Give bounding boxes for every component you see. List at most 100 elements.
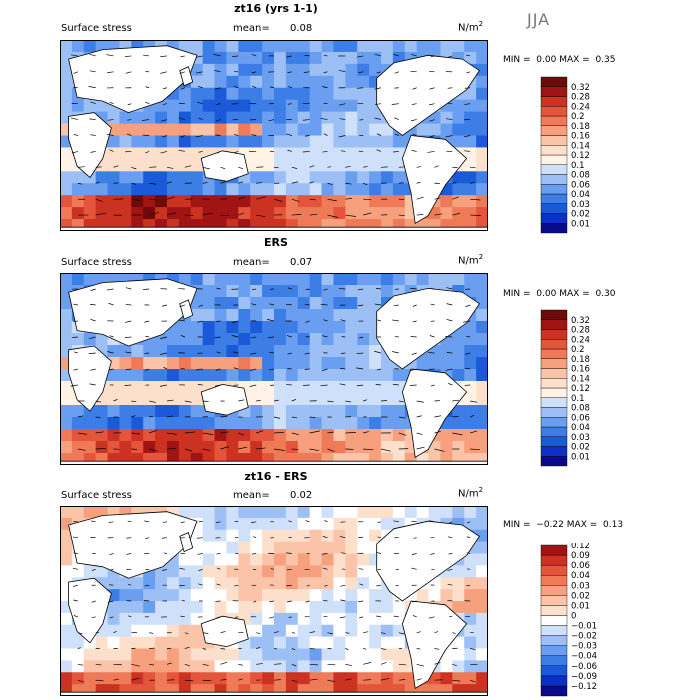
stress-cell <box>428 589 442 602</box>
stress-cell <box>178 321 192 334</box>
stress-cell <box>143 357 156 370</box>
vector-arrow <box>323 71 328 73</box>
stress-cell <box>83 672 97 685</box>
vector-arrow <box>232 320 239 324</box>
stress-cell <box>392 171 406 184</box>
stress-cell <box>262 147 275 160</box>
stress-cell <box>476 624 488 638</box>
stress-cell <box>214 40 228 53</box>
stress-cell <box>309 541 323 555</box>
stress-cell <box>190 441 204 454</box>
vector-arrow <box>216 567 221 570</box>
stress-cell <box>357 672 370 685</box>
stress-cell <box>250 672 263 685</box>
stress-cell <box>202 285 216 298</box>
vector-arrow <box>356 87 364 89</box>
stress-cell <box>392 660 406 673</box>
stress-cell <box>262 529 275 543</box>
vector-arrow <box>411 352 417 356</box>
colorbar-tick-label: −0.03 <box>571 642 597 652</box>
stress-cell <box>285 405 299 418</box>
stress-cell <box>297 357 311 370</box>
stress-cell <box>202 660 216 673</box>
vector-arrow <box>429 103 435 106</box>
stress-cell <box>428 207 442 220</box>
stress-cell <box>119 207 132 220</box>
stress-cell <box>155 171 168 184</box>
colorbar-swatch <box>540 86 568 97</box>
stress-cell <box>476 99 488 113</box>
stress-cell <box>274 624 287 638</box>
stress-cell <box>131 393 144 406</box>
vector-arrow <box>327 198 337 202</box>
stress-cell <box>428 273 442 286</box>
vector-arrow <box>429 135 435 138</box>
stress-cell <box>321 51 335 65</box>
stress-cell <box>250 147 263 160</box>
stress-cell <box>190 429 204 442</box>
stress-cell <box>143 171 156 184</box>
stress-cell <box>321 297 335 310</box>
stress-cell <box>226 123 239 137</box>
stress-cell <box>297 195 311 208</box>
stress-cell <box>155 207 168 220</box>
stress-cell <box>107 195 121 208</box>
stress-cell <box>321 684 335 696</box>
stress-cell <box>107 577 121 590</box>
stress-cell <box>71 195 85 208</box>
stress-cell <box>321 541 335 555</box>
stress-cell <box>476 405 488 418</box>
stress-cell <box>262 309 275 322</box>
vector-arrow <box>416 415 422 418</box>
stress-cell <box>381 381 394 394</box>
stress-cell <box>131 159 144 172</box>
stress-cell <box>250 285 263 298</box>
stress-cell <box>60 624 73 638</box>
stress-cell <box>143 405 156 418</box>
stress-cell <box>274 135 287 149</box>
map-frame <box>60 273 488 465</box>
stress-cell <box>285 429 299 442</box>
stress-cell <box>250 333 263 346</box>
stress-cell <box>119 589 132 602</box>
stress-cell <box>345 219 358 231</box>
vector-arrow <box>95 448 106 450</box>
stress-cell <box>309 624 323 638</box>
stress-cell <box>274 565 287 578</box>
stress-cell <box>238 506 251 519</box>
vector-arrow <box>363 631 369 634</box>
vector-arrow <box>90 151 96 153</box>
colorbar-tick-label: 0.2 <box>571 345 585 355</box>
stress-cell <box>60 672 73 685</box>
vector-arrow <box>77 663 84 666</box>
stress-cell <box>226 87 239 101</box>
stress-cell <box>167 357 180 370</box>
stress-cell <box>226 506 239 519</box>
stress-cell <box>452 672 465 685</box>
vector-arrow <box>159 352 168 355</box>
stress-cell <box>250 309 263 322</box>
stress-cell <box>274 601 287 614</box>
stress-cell <box>178 589 192 602</box>
vector-arrow <box>109 553 114 556</box>
stress-cell <box>214 195 228 208</box>
stress-cell <box>369 195 382 208</box>
vector-arrow <box>202 648 207 650</box>
stress-cell <box>333 111 346 125</box>
stress-cell <box>190 183 204 196</box>
stress-cell <box>476 297 488 310</box>
colorbar-tick-label: 0.04 <box>571 423 590 433</box>
land-mass <box>68 45 198 114</box>
stress-cell <box>95 441 109 454</box>
stress-cell <box>83 183 97 196</box>
stress-cell <box>190 369 204 382</box>
stress-cell <box>274 506 287 519</box>
vector-arrow <box>269 86 275 89</box>
stress-cell <box>321 183 335 196</box>
vector-arrow <box>162 87 168 90</box>
stress-cell <box>333 648 346 661</box>
stress-cell <box>416 589 430 602</box>
stress-cell <box>238 219 251 231</box>
stress-cell <box>357 297 370 310</box>
vector-arrow <box>163 366 168 370</box>
